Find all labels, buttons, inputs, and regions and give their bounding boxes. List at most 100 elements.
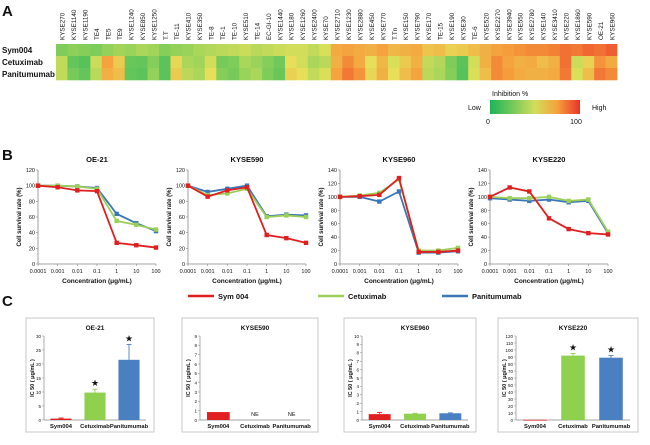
heatmap-column-label: KYSE3940 [506,9,513,40]
heatmap-column-label: KYSE1260 [300,9,307,40]
y-tick-label: 30 [36,334,42,339]
y-tick-label: 30 [508,397,514,402]
category-label: Panitumumab [592,424,631,430]
y-tick-label: 120 [328,181,337,187]
x-tick-label: 100 [301,269,310,275]
heatmap-cell [319,68,332,81]
heatmap-cell [525,56,538,69]
y-tick-label: 60 [481,222,487,228]
heatmap-column-label: KYSE2710 [335,9,342,40]
heatmap-column-label: KYSE1240 [128,9,135,40]
heatmap-cell [136,68,148,81]
x-tick-label: 1 [567,269,570,275]
data-point [75,188,80,193]
chart-title: KYSE960 [401,325,430,332]
heatmap-cell [410,56,423,69]
heatmap-cell [342,44,354,57]
x-tick-label: 1 [115,269,118,275]
series-line [339,176,459,253]
heatmap-cell [525,68,538,81]
heatmap-column-label: T.Tn [392,27,399,40]
data-point [244,185,250,190]
heatmap-cell [170,56,183,69]
data-point [337,194,343,200]
heatmap-cell [399,44,412,57]
data-point [566,226,571,232]
y-tick-label: 60 [179,215,185,221]
legend: Sym 004 Cetuximab Panitumumab [188,292,522,301]
y-tick-label: 10 [508,411,514,416]
heatmap-cell [342,56,354,69]
data-point [185,183,191,188]
category-label: Sym004 [50,424,73,430]
data-point [507,185,512,190]
chart-frame [497,317,639,433]
panel-label-c: C [2,293,13,310]
x-tick-label: 0.1 [243,269,251,275]
not-effective-label: NE [251,412,259,418]
colorbar-max-label: 100 [570,119,582,126]
x-tick-label: 10 [435,269,441,275]
line-chart-4: 0 20 40 60 80 100 120 140 0.0001 0.001 0.01 0.1 1 10 1… [469,155,613,285]
y-tick-label: 1 [356,409,359,414]
y-axis-label: Cell survival rate (%) [469,187,475,246]
data-point [264,214,269,220]
data-point [377,192,382,198]
data-point [566,198,571,204]
heatmap-cell [422,68,435,81]
heatmap-cell [433,56,446,69]
y-axis-label: IC 50 ( μg/mL ) [30,359,36,397]
heatmap-cell [548,56,561,69]
bar [84,392,106,420]
heatmap-cell [433,44,446,57]
heatmap-cell [594,56,606,69]
heatmap-cell [388,44,400,57]
category-label: Cetuximab [400,424,430,430]
heatmap-cell [193,68,206,81]
heatmap-cell [239,44,251,57]
heatmap-cell [67,56,80,69]
heatmap-cell [353,68,366,81]
heatmap-cell [548,68,561,81]
heatmap-cell [204,68,217,81]
data-point [527,189,532,194]
heatmap-cell [181,44,194,57]
heatmap-cell [388,56,400,69]
x-axis-label: Concentration (μg/mL) [212,278,282,285]
chart-frame [25,317,155,433]
significance-star: ★ [569,343,577,353]
y-tick-label: 9 [356,342,359,347]
heatmap-column-label: TE-8 [209,26,216,40]
y-tick-label: 5 [194,371,197,376]
heatmap-column-label: KYSE1190 [83,9,90,40]
y-tick-label: 100 [505,348,513,353]
heatmap-column-label: KYSE270 [60,12,67,40]
series-line [489,195,609,233]
heatmap-cell [491,68,503,81]
heatmap-cell [422,44,435,57]
data-point [455,248,461,253]
heatmap-cell [216,44,229,57]
data-point [153,227,159,232]
y-tick-label: 60 [331,222,337,228]
data-point [94,186,100,191]
data-point [114,218,119,224]
heatmap-cell [353,56,366,69]
y-tick-label: 90 [508,355,514,360]
heatmap-cell [101,44,114,57]
y-tick-label: 20 [36,362,42,367]
heatmap-cell [514,68,526,81]
heatmap-cell [319,44,332,57]
heatmap-cell [78,56,91,69]
heatmap-cell [491,56,503,69]
data-point [225,191,230,196]
bar [50,418,72,420]
heatmap-column-label: KYSE220 [564,12,571,40]
heatmap-cell [227,56,240,69]
heatmap-cell [262,56,274,69]
y-axis-label: IC 50 ( μg/mL ) [186,359,192,397]
y-tick-label: 10 [354,334,360,339]
heatmap-row-label: Sym004 [2,46,33,55]
heatmap-cell [582,44,595,57]
heatmap-cell [342,68,354,81]
